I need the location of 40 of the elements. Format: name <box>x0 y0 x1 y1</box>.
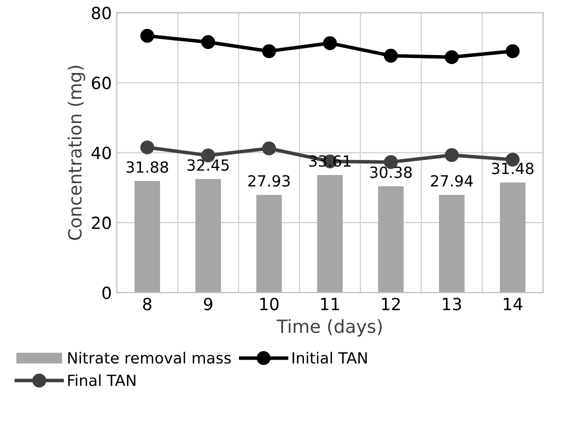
bar <box>438 194 465 293</box>
y-tick-label: 60 <box>92 76 111 90</box>
x-tick-label: 13 <box>442 298 462 310</box>
y-axis-title: Concentration (mg) <box>68 66 86 240</box>
bar <box>134 181 160 293</box>
data-label: 31.48 <box>492 162 534 174</box>
point <box>506 44 520 58</box>
x-tick-label: 14 <box>504 298 522 310</box>
bar <box>500 182 526 293</box>
point <box>140 28 154 43</box>
legend-label: Nitrate removal mass <box>68 352 231 364</box>
data-label: 27.94 <box>431 175 473 187</box>
data-label: 32.45 <box>187 159 229 171</box>
legend-label: Initial TAN <box>292 352 367 364</box>
bar <box>195 179 221 293</box>
data-label: 27.93 <box>248 175 290 187</box>
y-tick-label: 0 <box>102 286 111 300</box>
bar <box>317 174 343 293</box>
y-tick-label: 20 <box>92 216 111 230</box>
y-tick-label: 40 <box>92 146 111 160</box>
y-tick-label: 80 <box>92 6 111 20</box>
x-tick-label: 10 <box>260 298 279 310</box>
point <box>384 48 398 63</box>
point <box>444 50 459 64</box>
data-label: 31.88 <box>126 161 168 173</box>
x-tick-label: 12 <box>382 298 400 310</box>
point <box>262 44 276 58</box>
x-tick-label: 9 <box>204 298 212 310</box>
point <box>201 35 216 50</box>
x-axis-title: Time (days) <box>276 319 382 337</box>
bar <box>378 186 404 293</box>
legend-label: Final TAN <box>68 374 136 386</box>
bar <box>256 194 282 293</box>
point <box>323 36 337 50</box>
point <box>444 148 459 162</box>
point <box>140 140 154 154</box>
data-label: 30.38 <box>370 166 412 178</box>
point <box>262 142 276 156</box>
x-tick-label: 11 <box>321 298 340 310</box>
x-tick-label: 8 <box>143 298 152 310</box>
